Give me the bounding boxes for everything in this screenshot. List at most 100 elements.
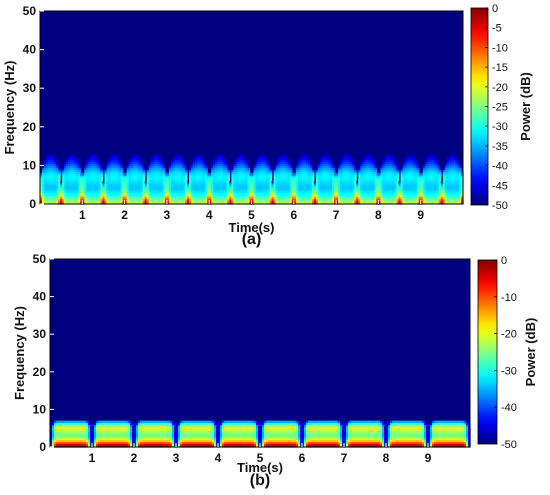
heat-cell bbox=[126, 171, 130, 174]
heat-cell bbox=[76, 420, 79, 424]
heat-cell bbox=[132, 167, 136, 170]
heat-cell bbox=[58, 173, 61, 176]
heat-cell bbox=[213, 178, 216, 182]
heat-cell bbox=[160, 171, 164, 174]
heat-cell bbox=[259, 176, 263, 180]
heat-cell bbox=[434, 192, 438, 195]
heat-cell bbox=[58, 194, 61, 197]
heat-cell bbox=[301, 178, 305, 182]
heat-cell bbox=[92, 431, 95, 435]
heat-cell bbox=[313, 202, 317, 205]
heat-cell bbox=[50, 159, 53, 163]
heat-cell bbox=[388, 184, 392, 188]
heat-cell bbox=[277, 176, 281, 180]
heat-cell bbox=[424, 173, 428, 176]
heat-cell bbox=[328, 188, 331, 192]
heat-cell bbox=[197, 175, 200, 178]
heat-cell bbox=[187, 196, 190, 199]
heat-cell bbox=[245, 178, 249, 182]
heat-cell bbox=[287, 159, 291, 163]
heat-cell bbox=[324, 173, 327, 176]
heat-cell bbox=[370, 194, 373, 197]
heat-cell bbox=[416, 167, 420, 170]
heat-cell bbox=[213, 163, 216, 166]
heat-cell bbox=[146, 188, 150, 192]
heat-cell bbox=[64, 192, 67, 195]
heat-cell bbox=[311, 182, 315, 186]
heat-cell bbox=[124, 192, 128, 195]
heat-cell bbox=[158, 171, 162, 174]
heat-cell bbox=[70, 173, 73, 176]
heat-cell bbox=[112, 173, 116, 176]
heat-cell bbox=[223, 196, 226, 199]
heat-cell bbox=[52, 439, 55, 442]
heat-cell bbox=[233, 190, 236, 194]
heat-cell bbox=[72, 175, 75, 178]
heat-cell bbox=[96, 184, 100, 188]
heat-cell bbox=[287, 184, 291, 188]
heat-cell bbox=[138, 196, 142, 199]
heat-cell bbox=[289, 175, 293, 178]
heat-cell bbox=[448, 202, 452, 205]
heat-cell bbox=[138, 180, 142, 184]
heat-cell bbox=[58, 431, 61, 435]
heat-cell bbox=[448, 186, 452, 190]
heat-cell bbox=[158, 194, 162, 197]
heat-cell bbox=[201, 155, 204, 159]
heat-cell bbox=[94, 165, 97, 168]
heat-cell bbox=[281, 200, 285, 203]
heat-cell bbox=[160, 192, 164, 195]
heat-cell bbox=[128, 165, 132, 168]
heat-cell bbox=[384, 196, 388, 199]
heat-cell bbox=[221, 173, 224, 176]
heat-cell bbox=[380, 202, 384, 205]
heat-cell bbox=[287, 188, 291, 192]
heat-cell bbox=[348, 176, 351, 180]
heat-cell bbox=[293, 198, 297, 201]
heat-cell bbox=[92, 167, 95, 170]
heat-cell bbox=[279, 157, 283, 161]
heat-cell bbox=[193, 165, 196, 168]
heat-cell bbox=[60, 198, 63, 201]
heat-cell bbox=[174, 188, 178, 192]
heat-cell bbox=[68, 200, 71, 203]
heat-cell bbox=[68, 431, 71, 435]
heat-cell bbox=[84, 175, 87, 178]
heat-cell bbox=[237, 202, 241, 205]
heat-cell bbox=[68, 202, 71, 205]
heat-cell bbox=[84, 192, 87, 195]
heat-cell bbox=[412, 175, 416, 178]
heat-cell bbox=[313, 194, 317, 197]
heat-cell bbox=[108, 192, 112, 195]
heat-cell bbox=[82, 184, 85, 188]
heat-cell bbox=[352, 182, 355, 186]
heat-cell bbox=[209, 176, 212, 180]
heat-cell bbox=[130, 165, 134, 168]
heat-cell bbox=[340, 163, 343, 166]
heat-cell bbox=[243, 178, 247, 182]
heat-cell bbox=[249, 196, 253, 199]
heat-cell bbox=[215, 157, 218, 161]
heat-cell bbox=[191, 167, 194, 170]
heat-cell bbox=[263, 167, 267, 170]
heat-cell bbox=[80, 194, 83, 197]
heat-cell bbox=[62, 182, 65, 186]
heat-cell bbox=[287, 167, 291, 170]
heat-cell bbox=[436, 169, 440, 172]
heat-cell bbox=[94, 198, 97, 201]
heat-cell bbox=[90, 171, 93, 174]
heat-cell bbox=[342, 180, 345, 184]
heat-cell bbox=[322, 182, 325, 186]
heat-cell bbox=[201, 184, 204, 188]
heat-cell bbox=[86, 176, 89, 180]
heat-cell bbox=[295, 176, 299, 180]
heat-cell bbox=[315, 194, 319, 197]
heat-cell bbox=[48, 190, 51, 194]
heat-cell bbox=[430, 196, 434, 199]
heat-cell bbox=[176, 169, 180, 172]
heat-cell bbox=[94, 202, 97, 205]
heat-cell bbox=[374, 202, 377, 205]
heat-cell bbox=[344, 182, 347, 186]
heat-cell bbox=[307, 198, 311, 201]
